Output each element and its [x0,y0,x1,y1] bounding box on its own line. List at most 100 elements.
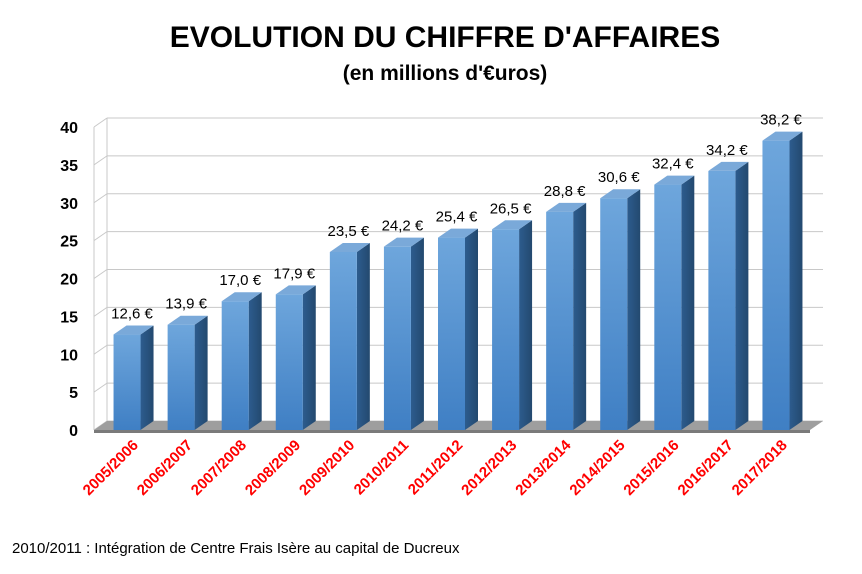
bar [708,161,749,430]
gridline-side [93,231,108,242]
data-label: 34,2 € [706,142,748,159]
y-tick-label: 5 [69,385,78,402]
bar-top [383,237,424,247]
y-tick-label: 20 [60,272,78,289]
y-axis: 0 5 10 15 20 25 30 35 40 [60,120,78,440]
bar [221,292,262,430]
gridline-side [93,193,108,204]
x-tick-label: 2007/2008 [188,437,250,499]
bar-front [113,334,141,430]
x-tick-label: 2009/2010 [296,437,358,499]
footnote: 2010/2011 : Intégration de Centre Frais … [12,540,460,557]
bar [113,325,154,430]
x-tick-label: 2013/2014 [512,436,575,499]
bar-top [167,315,208,325]
bar-front [546,211,574,430]
bar-front [438,237,465,430]
x-tick-label: 2011/2012 [405,437,467,499]
bar [383,237,424,430]
bar-front [221,301,249,430]
x-tick-label: 2006/2007 [134,437,196,499]
data-label: 17,0 € [219,272,261,289]
data-label: 25,4 € [436,209,478,226]
bar-side [465,228,478,430]
x-axis: 2005/20062006/20072007/20082008/20092009… [80,436,791,499]
bar-top [275,285,316,295]
bar-top [762,131,803,141]
bar-side [302,285,316,430]
bar [600,189,641,430]
chart-subtitle: (en millions d'€uros) [343,62,548,85]
bar [654,175,695,430]
bar-top [708,161,749,171]
gridline-side [93,382,108,393]
data-label: 24,2 € [382,218,424,235]
bar [546,202,587,430]
chart-title: EVOLUTION DU CHIFFRE D'AFFAIRES [170,21,720,54]
bar-top [221,292,262,302]
x-tick-label: 2005/2006 [80,437,142,499]
x-tick-label: 2017/2018 [729,437,791,499]
bar-top [329,242,370,252]
x-tick-label: 2012/2013 [458,437,520,499]
gridline-side [93,306,108,317]
y-tick-label: 25 [60,234,78,251]
bar-top [654,175,695,185]
bar [275,285,316,430]
gridline-side [93,155,108,166]
bar-side [248,292,262,430]
bar-front [329,251,357,430]
data-label: 17,9 € [273,265,315,282]
y-tick-label: 30 [60,196,78,213]
bar-side [627,189,641,430]
bar-side [194,315,208,430]
bar-side [410,237,424,430]
floor-edge [94,430,810,433]
y-tick-label: 40 [60,120,78,137]
bar-top [492,220,533,230]
bar-side [519,220,533,430]
data-label: 12,6 € [111,306,153,323]
data-label: 30,6 € [598,169,640,186]
bar-side [681,175,695,430]
x-tick-label: 2008/2009 [242,437,304,499]
bar [329,242,370,430]
bar [492,220,533,430]
bar-front [708,170,736,430]
bar-side [735,161,749,430]
bar-front [600,198,628,430]
gridline-side [93,344,108,355]
bar-top [113,325,154,335]
y-tick-label: 15 [60,309,78,326]
y-tick-label: 35 [60,158,78,175]
bar [167,315,208,430]
y-tick-label: 0 [69,423,78,440]
data-label: 38,2 € [760,112,802,129]
data-label: 23,5 € [327,223,369,240]
gridline-side [93,269,108,279]
bars: 12,6 € 13,9 € 17,0 € 17,9 € 23,5 € 24,2 € 25,4… [111,112,802,430]
data-label: 32,4 € [652,156,694,173]
bar-front [275,294,303,430]
data-label: 26,5 € [490,200,532,217]
data-label: 28,8 € [544,183,586,200]
bar-top [438,228,478,238]
gridline-side [93,117,108,128]
x-tick-label: 2016/2017 [675,437,737,499]
bar-chart: EVOLUTION DU CHIFFRE D'AFFAIRES (en mill… [60,21,823,499]
bar-front [654,184,682,430]
y-tick-label: 10 [60,347,78,364]
x-tick-label: 2010/2011 [351,437,413,499]
bar-front [492,229,520,430]
x-tick-label: 2015/2016 [620,437,682,499]
bar [762,131,803,430]
bar-top [546,202,587,212]
data-label: 13,9 € [165,296,207,313]
x-tick-label: 2014/2015 [566,437,628,499]
bar-side [573,202,587,430]
bar [438,228,478,430]
bar-front [383,246,411,430]
bar-top [600,189,641,199]
bar-front [167,324,195,430]
bar-side [140,325,154,430]
